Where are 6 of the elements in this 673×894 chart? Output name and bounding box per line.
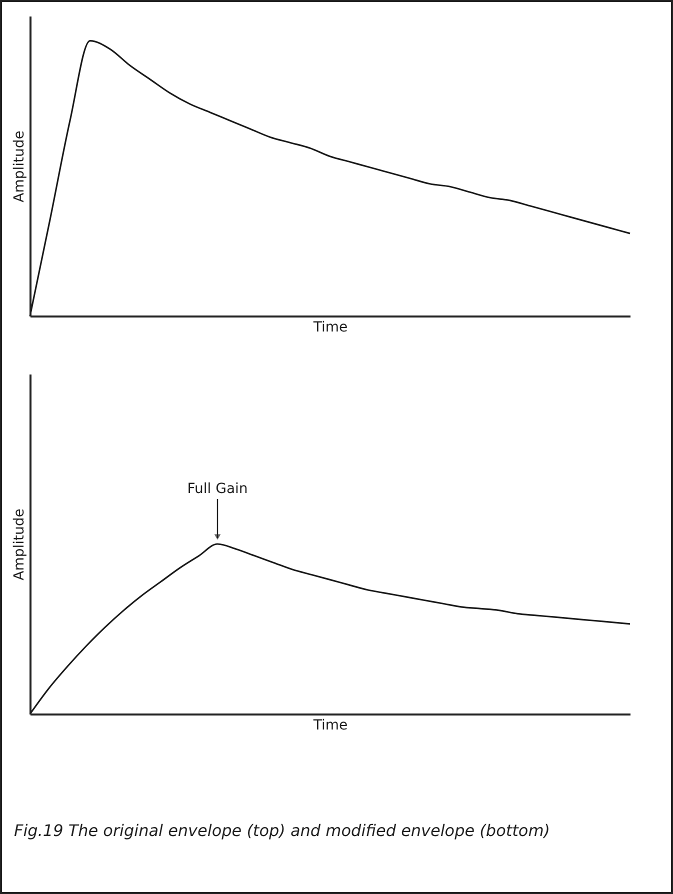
y-axis-title: Amplitude — [12, 508, 28, 580]
y-axis-title: Amplitude — [12, 130, 28, 202]
x-axis-title: Time — [312, 718, 348, 734]
caption: Fig.19 The original envelope (top) and modified envelope (bottom) — [14, 820, 552, 841]
x-axis-title: Time — [312, 320, 348, 336]
text: Full Gain — [187, 481, 248, 497]
